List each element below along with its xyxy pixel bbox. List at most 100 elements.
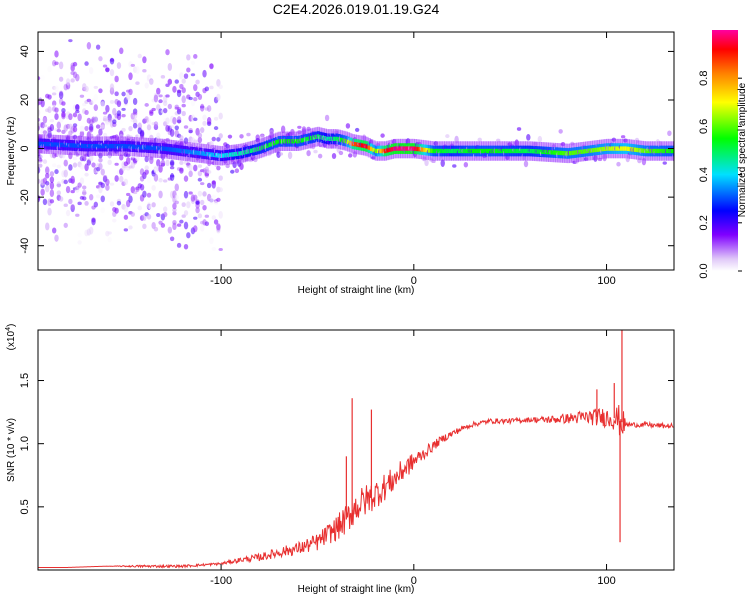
spectrogram-ridge-cell — [80, 143, 85, 149]
spectrogram-ridge-cell — [430, 148, 434, 153]
spectrogram-speckle — [77, 232, 82, 238]
spectrogram-ridge-cell — [538, 149, 543, 154]
spectrogram-ridge-cell — [136, 144, 140, 150]
spectrogram-speckle — [230, 169, 235, 174]
spectrogram-speckle — [65, 209, 71, 217]
spectrogram-speckle — [153, 121, 159, 128]
spectrogram-speckle — [195, 200, 200, 205]
spectrogram-speckle — [93, 85, 99, 89]
spectrogram-ridge-cell — [333, 136, 337, 142]
spectrogram-ridge-cell — [670, 148, 674, 154]
spectrogram-ridge-cell — [494, 148, 499, 154]
spectrogram-speckle — [186, 67, 191, 73]
spectrogram-speckle — [119, 47, 124, 55]
spectrogram-ridge-cell — [518, 148, 522, 154]
spectrogram-speckle — [158, 190, 163, 199]
spectrogram-speckle — [100, 195, 105, 203]
spectrogram-ridge-cell — [656, 148, 661, 154]
colorbar-tick-label: 0.2 — [698, 215, 710, 230]
spectrogram-speckle — [445, 134, 450, 139]
spectrogram-ridge-cell — [101, 143, 105, 149]
spectrogram-speckle — [186, 232, 191, 239]
spectrogram-speckle — [45, 172, 50, 179]
spectrogram-speckle — [58, 118, 64, 123]
spectrogram-speckle — [119, 154, 124, 161]
spectrogram-ridge-cell — [78, 143, 82, 148]
spectrogram-ridge-cell — [326, 136, 330, 142]
spectrogram-speckle — [179, 219, 184, 224]
spectrogram-ridge-cell — [423, 147, 427, 153]
spectrogram-speckle — [72, 156, 78, 161]
spectrogram-speckle — [38, 195, 41, 201]
spectrogram-speckle — [144, 103, 149, 107]
spectrogram-speckle — [100, 105, 105, 112]
snr-scale-close: ) — [6, 324, 17, 327]
spectrogram-speckle — [79, 130, 85, 137]
spectrogram-ridge-cell — [120, 143, 124, 149]
spectrogram-ridge-cell — [203, 151, 207, 156]
spectrogram-speckle — [202, 204, 207, 211]
spectrogram-speckle — [75, 73, 80, 82]
spectrogram-ridge-cell — [413, 146, 418, 151]
spectrogram-speckle — [91, 218, 96, 226]
spectrogram-speckle — [202, 120, 207, 126]
spectrogram-ridge-cell — [592, 148, 596, 153]
spectrogram-speckle — [209, 197, 214, 205]
spectrogram-speckle — [54, 234, 59, 242]
spectrogram-speckle — [47, 106, 52, 114]
spectrogram-speckle — [146, 129, 152, 136]
spectrogram-ridge-cell — [448, 148, 452, 154]
spectrogram-speckle — [77, 113, 82, 122]
spectrogram-speckle — [160, 223, 166, 228]
spectrogram-speckle — [84, 85, 89, 93]
spectrogram-speckle — [163, 108, 168, 114]
spectrogram-ridge-cell — [97, 143, 101, 149]
spectrogram-speckle — [188, 96, 193, 101]
spectrogram-speckle — [142, 173, 147, 177]
spectrogram-speckle — [98, 88, 103, 94]
spectrogram-speckle — [63, 159, 68, 167]
spectrogram-speckle — [72, 162, 78, 168]
spectrogram-ridge-cell — [594, 147, 598, 153]
spectrogram-speckle — [98, 157, 103, 163]
spectrogram-speckle — [112, 119, 117, 125]
spectrogram-speckle — [142, 190, 147, 198]
spectrogram-speckle — [47, 94, 52, 100]
colorbar-label: Normalized spectral amplitude — [737, 82, 748, 217]
spectrogram-speckle — [38, 109, 41, 117]
spectrogram-speckle — [77, 201, 82, 206]
spectrogram-speckle — [144, 165, 149, 171]
colorbar-tick-label: 0.4 — [698, 167, 710, 182]
spectrogram-speckle — [82, 189, 87, 196]
spectrogram-speckle — [183, 175, 189, 182]
spectrogram-ridge-cell — [228, 152, 233, 157]
spectrogram-ridge-cell — [633, 147, 637, 152]
spectrogram-speckle — [195, 206, 200, 214]
spectrogram-speckle — [146, 118, 152, 126]
spectrogram-speckle — [667, 130, 672, 137]
spectrogram-speckle — [93, 93, 99, 102]
spectrogram-speckle — [128, 88, 133, 96]
spectrogram-speckle — [84, 110, 89, 116]
spectrogram-speckle — [116, 200, 122, 206]
spectrogram-speckle — [72, 61, 78, 67]
spectrogram-speckle — [200, 182, 205, 186]
spectrogram-ridge-cell — [661, 148, 665, 154]
spectrogram-ridge-cell — [268, 142, 272, 148]
spectrogram-speckle — [40, 188, 45, 196]
colorbar-gradient — [712, 30, 738, 271]
spectrogram-speckle — [132, 97, 138, 106]
spectrogram-speckle — [158, 178, 163, 183]
spectrogram-speckle — [56, 164, 62, 169]
spectrogram-ridge-cell — [506, 148, 510, 154]
spectrogram-speckle — [137, 53, 142, 59]
spectrogram-speckle — [107, 236, 112, 243]
spectrogram-ytick-label: 0 — [19, 146, 31, 152]
spectrogram-speckle — [477, 137, 482, 142]
spectrogram-speckle — [109, 100, 115, 104]
spectrogram-ridge-cell — [201, 151, 205, 156]
spectrogram-speckle — [105, 67, 110, 73]
spectrogram-speckle — [211, 180, 216, 185]
spectrogram-speckle — [218, 187, 223, 193]
spectrogram-speckle — [440, 159, 445, 168]
